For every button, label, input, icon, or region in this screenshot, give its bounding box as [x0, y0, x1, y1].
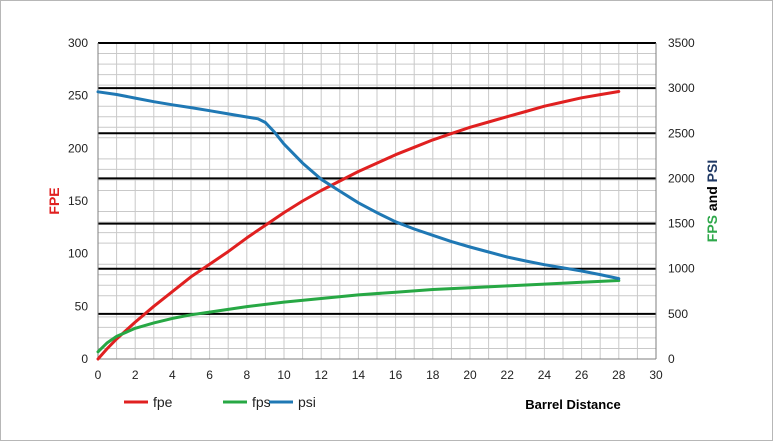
- y-right-tick-label: 0: [668, 352, 675, 366]
- x-axis-label: Barrel Distance: [525, 397, 620, 412]
- y-left-tick-label: 200: [68, 141, 88, 155]
- y-right-tick-label: 1500: [668, 217, 695, 231]
- y-left-tick-label: 100: [68, 247, 88, 261]
- x-tick-label: 14: [352, 368, 366, 382]
- x-tick-label: 16: [389, 368, 403, 382]
- x-tick-label: 26: [575, 368, 589, 382]
- x-tick-label: 0: [95, 368, 102, 382]
- x-tick-label: 28: [612, 368, 626, 382]
- y-right-tick-label: 500: [668, 307, 688, 321]
- y-axis-right-label-part: PSI: [704, 160, 720, 183]
- x-tick-label: 24: [538, 368, 552, 382]
- x-tick-label: 12: [315, 368, 329, 382]
- x-tick-label: 4: [169, 368, 176, 382]
- y-axis-left-label: FPE: [46, 187, 62, 214]
- y-axis-right-label-part: and: [704, 182, 720, 215]
- y-right-tick-label: 2500: [668, 126, 695, 140]
- y-axis-right-label: FPS and PSI: [704, 160, 720, 242]
- y-left-tick-label: 300: [68, 36, 88, 50]
- x-tick-label: 10: [277, 368, 291, 382]
- x-tick-label: 8: [243, 368, 250, 382]
- legend-label-fpe: fpe: [153, 394, 173, 410]
- legend-label-psi: psi: [298, 394, 316, 410]
- y-right-tick-label: 3500: [668, 36, 695, 50]
- y-left-tick-label: 0: [81, 352, 88, 366]
- axes: [97, 43, 657, 360]
- y-right-tick-label: 2000: [668, 171, 695, 185]
- series-lines: [96, 90, 621, 361]
- x-tick-label: 2: [132, 368, 139, 382]
- y-axis-right-label-part: FPS: [704, 215, 720, 242]
- y-left-tick-label: 150: [68, 194, 88, 208]
- y-left-tick-label: 50: [75, 299, 89, 313]
- y-right-tick-label: 1000: [668, 262, 695, 276]
- x-tick-label: 30: [649, 368, 663, 382]
- legend: fpe fps psi: [124, 394, 316, 410]
- tick-labels: 0 2 4 6 8 10 12 14 16 18 20 22 24 26 28 300501001502002…: [68, 36, 695, 382]
- y-left-tick-label: 250: [68, 89, 88, 103]
- x-tick-label: 6: [206, 368, 213, 382]
- series-line-psi: [96, 90, 621, 281]
- x-tick-label: 20: [463, 368, 477, 382]
- series-line-fpe: [96, 90, 621, 361]
- legend-label-fps: fps: [252, 394, 271, 410]
- y-right-tick-label: 3000: [668, 81, 695, 95]
- gridlines: [97, 42, 657, 359]
- x-tick-label: 22: [501, 368, 515, 382]
- x-tick-label: 18: [426, 368, 440, 382]
- series-line-fps: [96, 279, 621, 354]
